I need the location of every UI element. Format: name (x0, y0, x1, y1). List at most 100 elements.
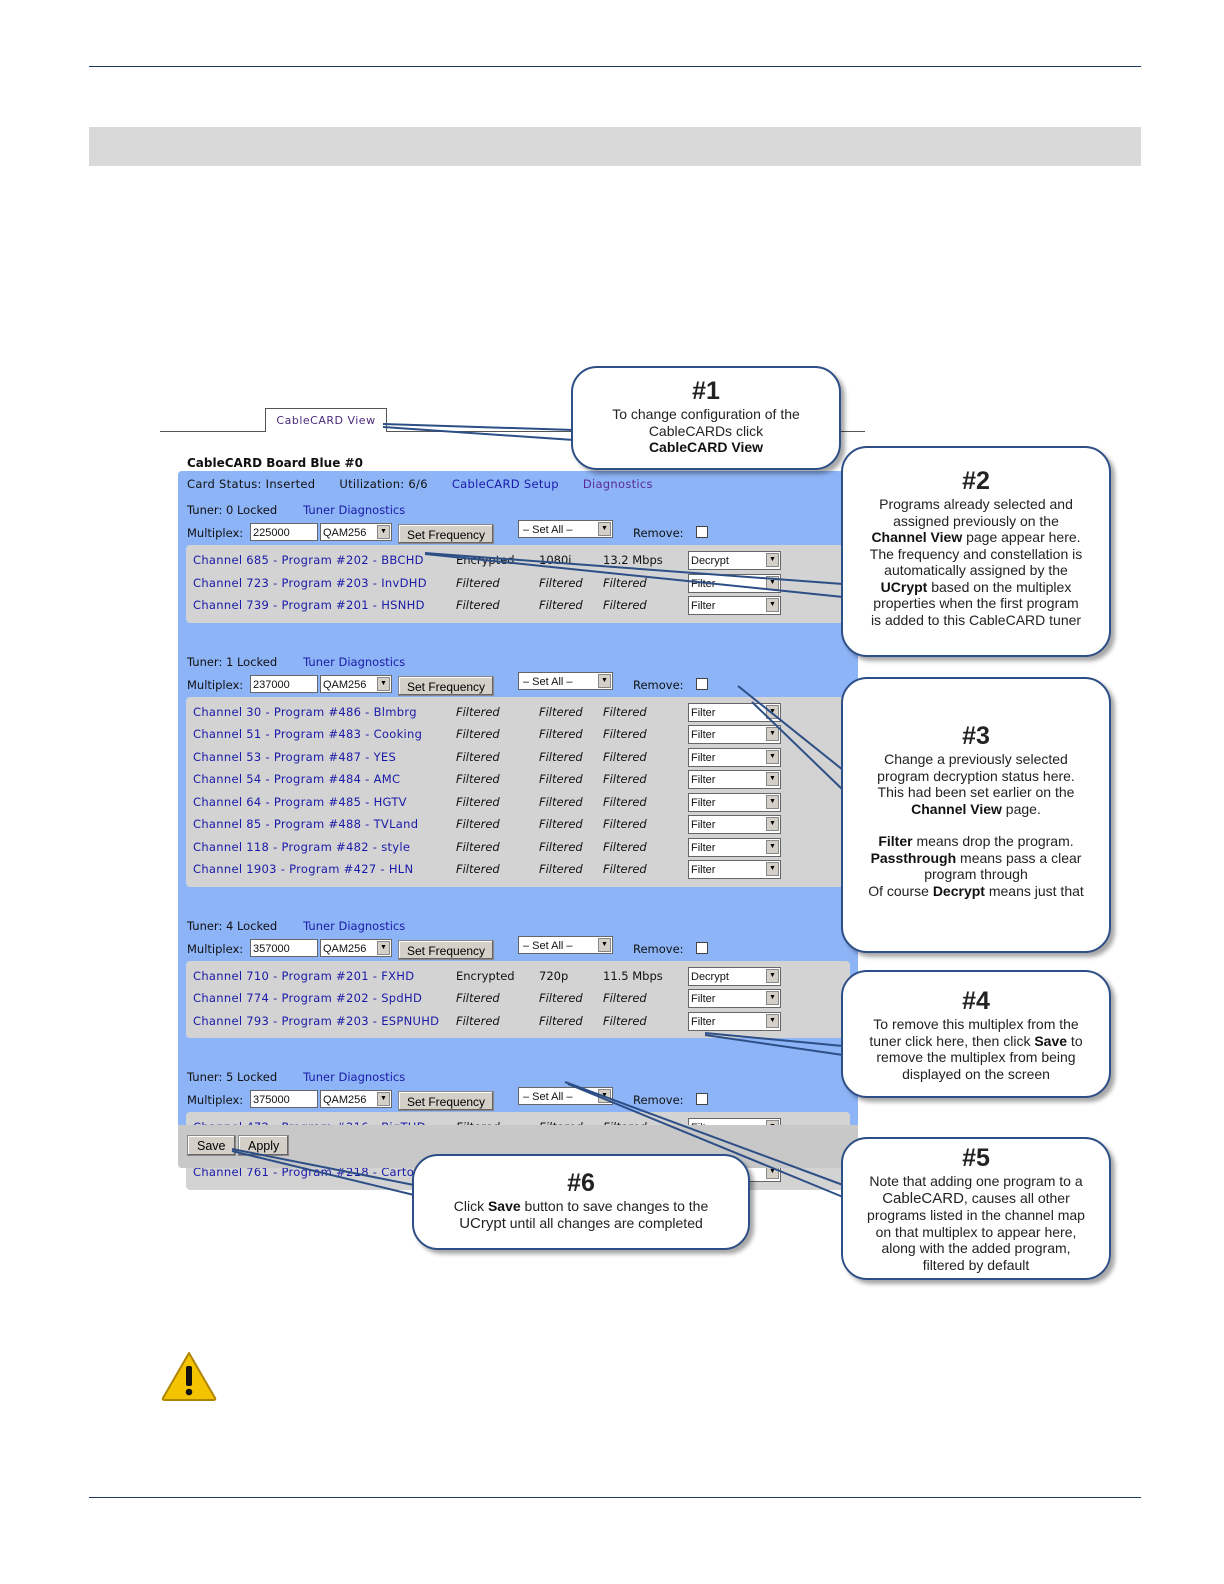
decrypt-action-select[interactable]: Filter ▼ (688, 815, 781, 834)
multiplex-row: Multiplex: 375000 QAM256 ▼ Set Frequency – Se… (178, 1087, 858, 1112)
program-row: Channel 54 - Program #484 - AMC Filtered F… (186, 768, 850, 791)
set-all-select[interactable]: – Set All – ▼ (518, 1087, 613, 1105)
multiplex-row: Multiplex: 237000 QAM256 ▼ Set Frequency – Se… (178, 671, 858, 697)
action-value: Filter (691, 841, 716, 854)
program-link[interactable]: Channel 53 - Program #487 - YES (193, 749, 397, 764)
callout-text: on that multiplex to appear here, (875, 1223, 1077, 1240)
program-link[interactable]: Channel 739 - Program #201 - HSNHD (193, 598, 425, 612)
program-status: Filtered (456, 575, 500, 590)
program-status: Filtered (456, 727, 500, 741)
frequency-input[interactable]: 237000 (250, 674, 318, 693)
program-row: Channel 51 - Program #483 - Cooking Filte… (186, 723, 850, 746)
chevron-down-icon: ▼ (766, 794, 779, 809)
chevron-down-icon: ▼ (766, 727, 779, 741)
decrypt-action-select[interactable]: Filter ▼ (688, 725, 781, 744)
board-panel: Card Status: Inserted Utilization: 6/6 C… (178, 471, 858, 1190)
decrypt-action-select[interactable]: Filter ▼ (688, 837, 781, 857)
program-status: Filtered (456, 817, 500, 831)
modulation-select[interactable]: QAM256 ▼ (320, 674, 392, 693)
section-heading-bar (89, 127, 1141, 166)
remove-checkbox[interactable] (696, 941, 708, 954)
remove-checkbox[interactable] (696, 1093, 708, 1105)
action-value: Filter (691, 774, 716, 786)
tuner-diagnostics-link[interactable]: Tuner Diagnostics (303, 918, 406, 933)
program-resolution: Filtered (539, 991, 583, 1005)
modulation-select[interactable]: QAM256 ▼ (320, 523, 392, 541)
program-link[interactable]: Channel 85 - Program #488 - TVLand (193, 817, 419, 831)
program-bitrate: Filtered (603, 575, 647, 590)
remove-checkbox[interactable] (696, 677, 708, 690)
program-status: Filtered (456, 862, 500, 876)
chevron-down-icon: ▼ (766, 598, 779, 612)
connector-1 (382, 426, 575, 441)
program-link[interactable]: Channel 1903 - Program #427 - HLN (193, 862, 414, 876)
decrypt-action-select[interactable]: Filter ▼ (688, 702, 781, 722)
decrypt-action-select[interactable]: Filter ▼ (688, 747, 781, 767)
frequency-input[interactable]: 225000 (250, 523, 318, 541)
chevron-down-icon: ▼ (766, 968, 779, 983)
modulation-value: QAM256 (323, 527, 367, 539)
program-status: Filtered (456, 1013, 500, 1028)
set-all-select[interactable]: – Set All – ▼ (518, 935, 613, 954)
program-list: Channel 685 - Program #202 - BBCHD Encryp… (186, 545, 850, 623)
frequency-input[interactable]: 375000 (250, 1090, 318, 1108)
decrypt-action-select[interactable]: Filter ▼ (688, 792, 781, 812)
cablecard-setup-link[interactable]: CableCARD Setup (451, 477, 559, 491)
set-frequency-button[interactable]: Set Frequency (398, 1091, 495, 1111)
tab-cablecard-view[interactable]: CableCARD View (265, 408, 387, 432)
program-link[interactable]: Channel 30 - Program #486 - Blmbrg (193, 704, 417, 719)
decrypt-action-select[interactable]: Filter ▼ (688, 1011, 781, 1031)
program-resolution: Filtered (539, 862, 583, 876)
callout-2: #2 Programs already selected and assigne… (841, 446, 1111, 657)
set-frequency-button[interactable]: Set Frequency (398, 524, 495, 544)
tuner-diagnostics-link[interactable]: Tuner Diagnostics (303, 1070, 406, 1084)
callout-number: #2 (962, 467, 990, 495)
set-all-select[interactable]: – Set All – ▼ (518, 520, 613, 538)
callout-3: #3 Change a previously selected program … (841, 677, 1111, 953)
program-link[interactable]: Channel 51 - Program #483 - Cooking (193, 727, 423, 741)
callout-text: page. (1001, 800, 1041, 817)
callout-text: Note that adding one program to a (869, 1173, 1083, 1189)
set-frequency-button[interactable]: Set Frequency (398, 939, 495, 960)
program-link[interactable]: Channel 54 - Program #484 - AMC (193, 772, 401, 786)
program-link[interactable]: Channel 723 - Program #203 - InvDHD (193, 575, 427, 590)
tuner-diagnostics-link[interactable]: Tuner Diagnostics (303, 503, 406, 517)
program-link[interactable]: Channel 774 - Program #202 - SpdHD (193, 991, 423, 1005)
decrypt-action-select[interactable]: Decrypt ▼ (688, 966, 781, 986)
modulation-select[interactable]: QAM256 ▼ (320, 938, 392, 957)
tuner-status: Tuner: 5 Locked (187, 1070, 278, 1084)
callout-text: filtered by default (922, 1256, 1030, 1273)
remove-checkbox[interactable] (696, 526, 708, 538)
save-button[interactable]: Save (187, 1135, 236, 1156)
program-bitrate: Filtered (603, 598, 647, 612)
program-link[interactable]: Channel 710 - Program #201 - FXHD (193, 968, 415, 983)
program-link[interactable]: Channel 118 - Program #482 - style (193, 839, 411, 854)
chevron-down-icon: ▼ (377, 940, 390, 955)
chevron-down-icon: ▼ (766, 575, 779, 590)
set-all-select[interactable]: – Set All – ▼ (518, 671, 613, 690)
decrypt-action-select[interactable]: Filter ▼ (688, 596, 781, 615)
program-link[interactable]: Channel 793 - Program #203 - ESPNUHD (193, 1013, 440, 1028)
program-resolution: Filtered (539, 598, 583, 612)
program-link[interactable]: Channel 685 - Program #202 - BBCHD (193, 553, 424, 567)
callout-number: #1 (692, 377, 720, 405)
apply-button[interactable]: Apply (238, 1135, 290, 1156)
chevron-down-icon: ▼ (766, 862, 779, 876)
diagnostics-link[interactable]: Diagnostics (582, 477, 653, 491)
program-link[interactable]: Channel 64 - Program #485 - HGTV (193, 794, 407, 809)
tuner-section: Tuner: 4 Locked Tuner Diagnostics Multiple… (178, 915, 858, 1038)
modulation-select[interactable]: QAM256 ▼ (320, 1090, 392, 1108)
frequency-input[interactable]: 357000 (250, 938, 318, 957)
set-frequency-button[interactable]: Set Frequency (398, 675, 495, 696)
tuner-diagnostics-link[interactable]: Tuner Diagnostics (303, 654, 406, 669)
decrypt-action-select[interactable]: Filter ▼ (688, 989, 781, 1008)
remove-label: Remove: (633, 526, 684, 540)
program-resolution: 720p (539, 968, 569, 983)
decrypt-action-select[interactable]: Filter ▼ (688, 770, 781, 789)
decrypt-action-select[interactable]: Decrypt ▼ (688, 551, 781, 570)
decrypt-action-select[interactable]: Filter ▼ (688, 860, 781, 879)
decrypt-action-select[interactable]: Filter ▼ (688, 573, 781, 593)
chevron-down-icon: ▼ (766, 817, 779, 831)
callout-text: UCrypt (880, 578, 928, 595)
callout-text: program through (924, 866, 1028, 882)
